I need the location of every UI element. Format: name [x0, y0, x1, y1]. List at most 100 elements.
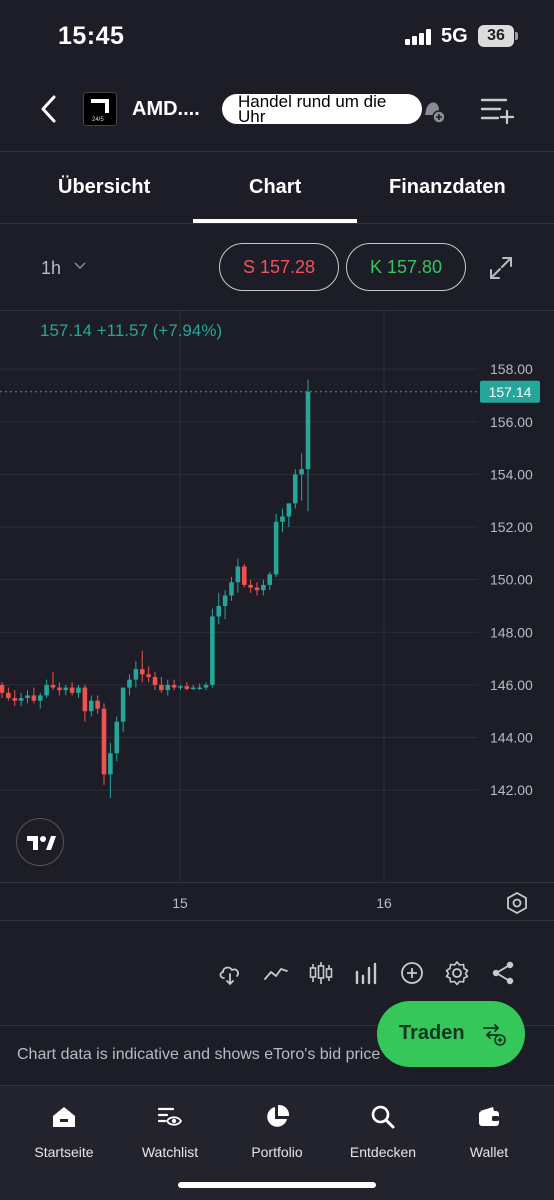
candle-body — [133, 669, 139, 680]
candle-body — [210, 616, 215, 685]
cloud-sync-icon[interactable] — [217, 960, 243, 986]
sell-price-button[interactable]: S 157.28 — [219, 243, 339, 291]
bar-chart-icon[interactable] — [354, 960, 380, 986]
candle-body — [267, 574, 273, 585]
trade-icon — [483, 1024, 506, 1046]
candle-body — [159, 684, 164, 691]
status-time: 15:45 — [58, 22, 125, 50]
candle-body — [127, 679, 132, 688]
nav-wallet-label: Wallet — [469, 1144, 509, 1160]
candlestick-chart[interactable]: 158.00 156.00 154.00 152.00 150.00 148.00 146.… — [0, 311, 554, 883]
y-tick-label: 158.00 — [490, 361, 533, 377]
network-type: 5G — [441, 25, 468, 47]
candle-body — [241, 566, 247, 585]
price-chart[interactable]: 158.00 156.00 154.00 152.00 150.00 148.00 146.… — [0, 311, 554, 883]
candle-body — [57, 687, 62, 691]
trade-button[interactable]: Traden — [377, 1001, 525, 1067]
candle-body — [120, 687, 126, 722]
asset-logo-tag: 24/5 — [92, 117, 104, 123]
candle-body — [82, 687, 88, 712]
interval-select[interactable]: 1h — [41, 258, 62, 278]
nav-watchlist[interactable]: Watchlist — [125, 1104, 215, 1160]
tab-financials[interactable]: Finanzdaten — [389, 176, 506, 198]
nav-discover[interactable]: Entdecken — [338, 1104, 428, 1160]
current-price-badge — [480, 380, 540, 403]
nav-portfolio-label: Portfolio — [251, 1144, 303, 1160]
nav-wallet[interactable]: Wallet — [444, 1104, 534, 1160]
candle-body — [171, 684, 177, 688]
disclaimer-bar: Chart data is indicative and shows eToro… — [0, 1025, 554, 1083]
expand-icon[interactable] — [488, 255, 514, 281]
tab-chart[interactable]: Chart — [249, 176, 302, 198]
candle-body — [37, 695, 43, 701]
price-legend: 157.14 +11.57 (+7.94%) — [40, 321, 223, 340]
x-tick-label: 15 — [172, 895, 188, 911]
candle-body — [6, 692, 11, 699]
y-tick-label: 150.00 — [490, 572, 533, 588]
candle-body — [280, 516, 285, 522]
candle-body — [197, 687, 202, 690]
chevron-down-icon[interactable] — [74, 260, 86, 270]
active-tab-indicator — [193, 219, 357, 223]
candle-body — [299, 469, 304, 475]
nav-home[interactable]: Startseite — [19, 1104, 109, 1160]
chevron-left-icon[interactable] — [36, 92, 62, 126]
candle-body — [286, 503, 292, 517]
candle-body — [63, 687, 69, 691]
candle-body — [229, 582, 234, 596]
home-icon — [53, 1107, 75, 1127]
share-icon[interactable] — [490, 960, 516, 986]
candle-body — [44, 684, 49, 696]
watchlist-icon — [157, 1107, 183, 1126]
settings-icon[interactable] — [444, 960, 470, 986]
candle-body — [12, 698, 18, 701]
candle-body — [152, 677, 158, 685]
candle-body — [261, 584, 266, 591]
candle-body — [248, 584, 253, 588]
asset-logo[interactable]: 24/5 — [83, 92, 117, 126]
nav-home-label: Startseite — [34, 1144, 94, 1160]
list-add-icon[interactable] — [480, 96, 514, 124]
chart-toolbar: 1h S 157.28 K 157.80 — [0, 225, 554, 311]
candle-body — [25, 695, 30, 699]
header: 24/5 AMD.... Handel rund um die Uhr — [0, 72, 554, 152]
y-tick-label: 152.00 — [490, 519, 533, 535]
buy-price-button[interactable]: K 157.80 — [346, 243, 466, 291]
signal-icon — [405, 29, 433, 45]
candle-body — [146, 674, 151, 678]
bell-plus-icon[interactable] — [418, 96, 448, 126]
candle-body — [76, 687, 81, 693]
y-tick-label: 144.00 — [490, 730, 533, 746]
y-tick-label: 146.00 — [490, 677, 533, 693]
bottom-nav: Startseite Watchlist Portfolio Entdecken… — [0, 1085, 554, 1200]
pie-chart-icon — [267, 1104, 290, 1127]
candle-body — [101, 708, 107, 775]
y-tick-label: 148.00 — [490, 624, 533, 640]
candle-body — [165, 684, 171, 691]
y-tick-label: 142.00 — [490, 782, 533, 798]
x-tick-label: 16 — [376, 895, 392, 911]
tradingview-logo[interactable] — [16, 818, 64, 866]
session-pill-label: Handel rund um die Uhr — [238, 94, 387, 124]
hexagon-settings-icon[interactable] — [505, 891, 529, 915]
candle-body — [203, 684, 209, 688]
session-pill[interactable]: Handel rund um die Uhr — [222, 94, 422, 124]
candle-body — [18, 698, 24, 701]
candle-body — [235, 566, 241, 583]
candle-body — [178, 686, 183, 688]
home-indicator — [178, 1182, 376, 1188]
candle-body — [69, 687, 75, 693]
battery-icon: 36 — [478, 25, 514, 47]
asset-name[interactable]: AMD.... — [132, 98, 200, 120]
candlestick-icon[interactable] — [308, 960, 334, 986]
battery-tip — [515, 32, 518, 40]
candle-body — [88, 700, 94, 712]
line-chart-icon[interactable] — [263, 960, 289, 986]
tab-overview[interactable]: Übersicht — [58, 176, 151, 198]
nav-portfolio[interactable]: Portfolio — [232, 1104, 322, 1160]
disclaimer-text: Chart data is indicative and shows eToro… — [17, 1046, 381, 1063]
candle-body — [305, 391, 311, 470]
y-tick-label: 154.00 — [490, 466, 533, 482]
nav-discover-label: Entdecken — [349, 1144, 417, 1160]
plus-circle-icon[interactable] — [399, 960, 425, 986]
